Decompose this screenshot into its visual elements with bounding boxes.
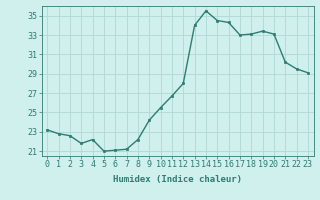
X-axis label: Humidex (Indice chaleur): Humidex (Indice chaleur) <box>113 175 242 184</box>
